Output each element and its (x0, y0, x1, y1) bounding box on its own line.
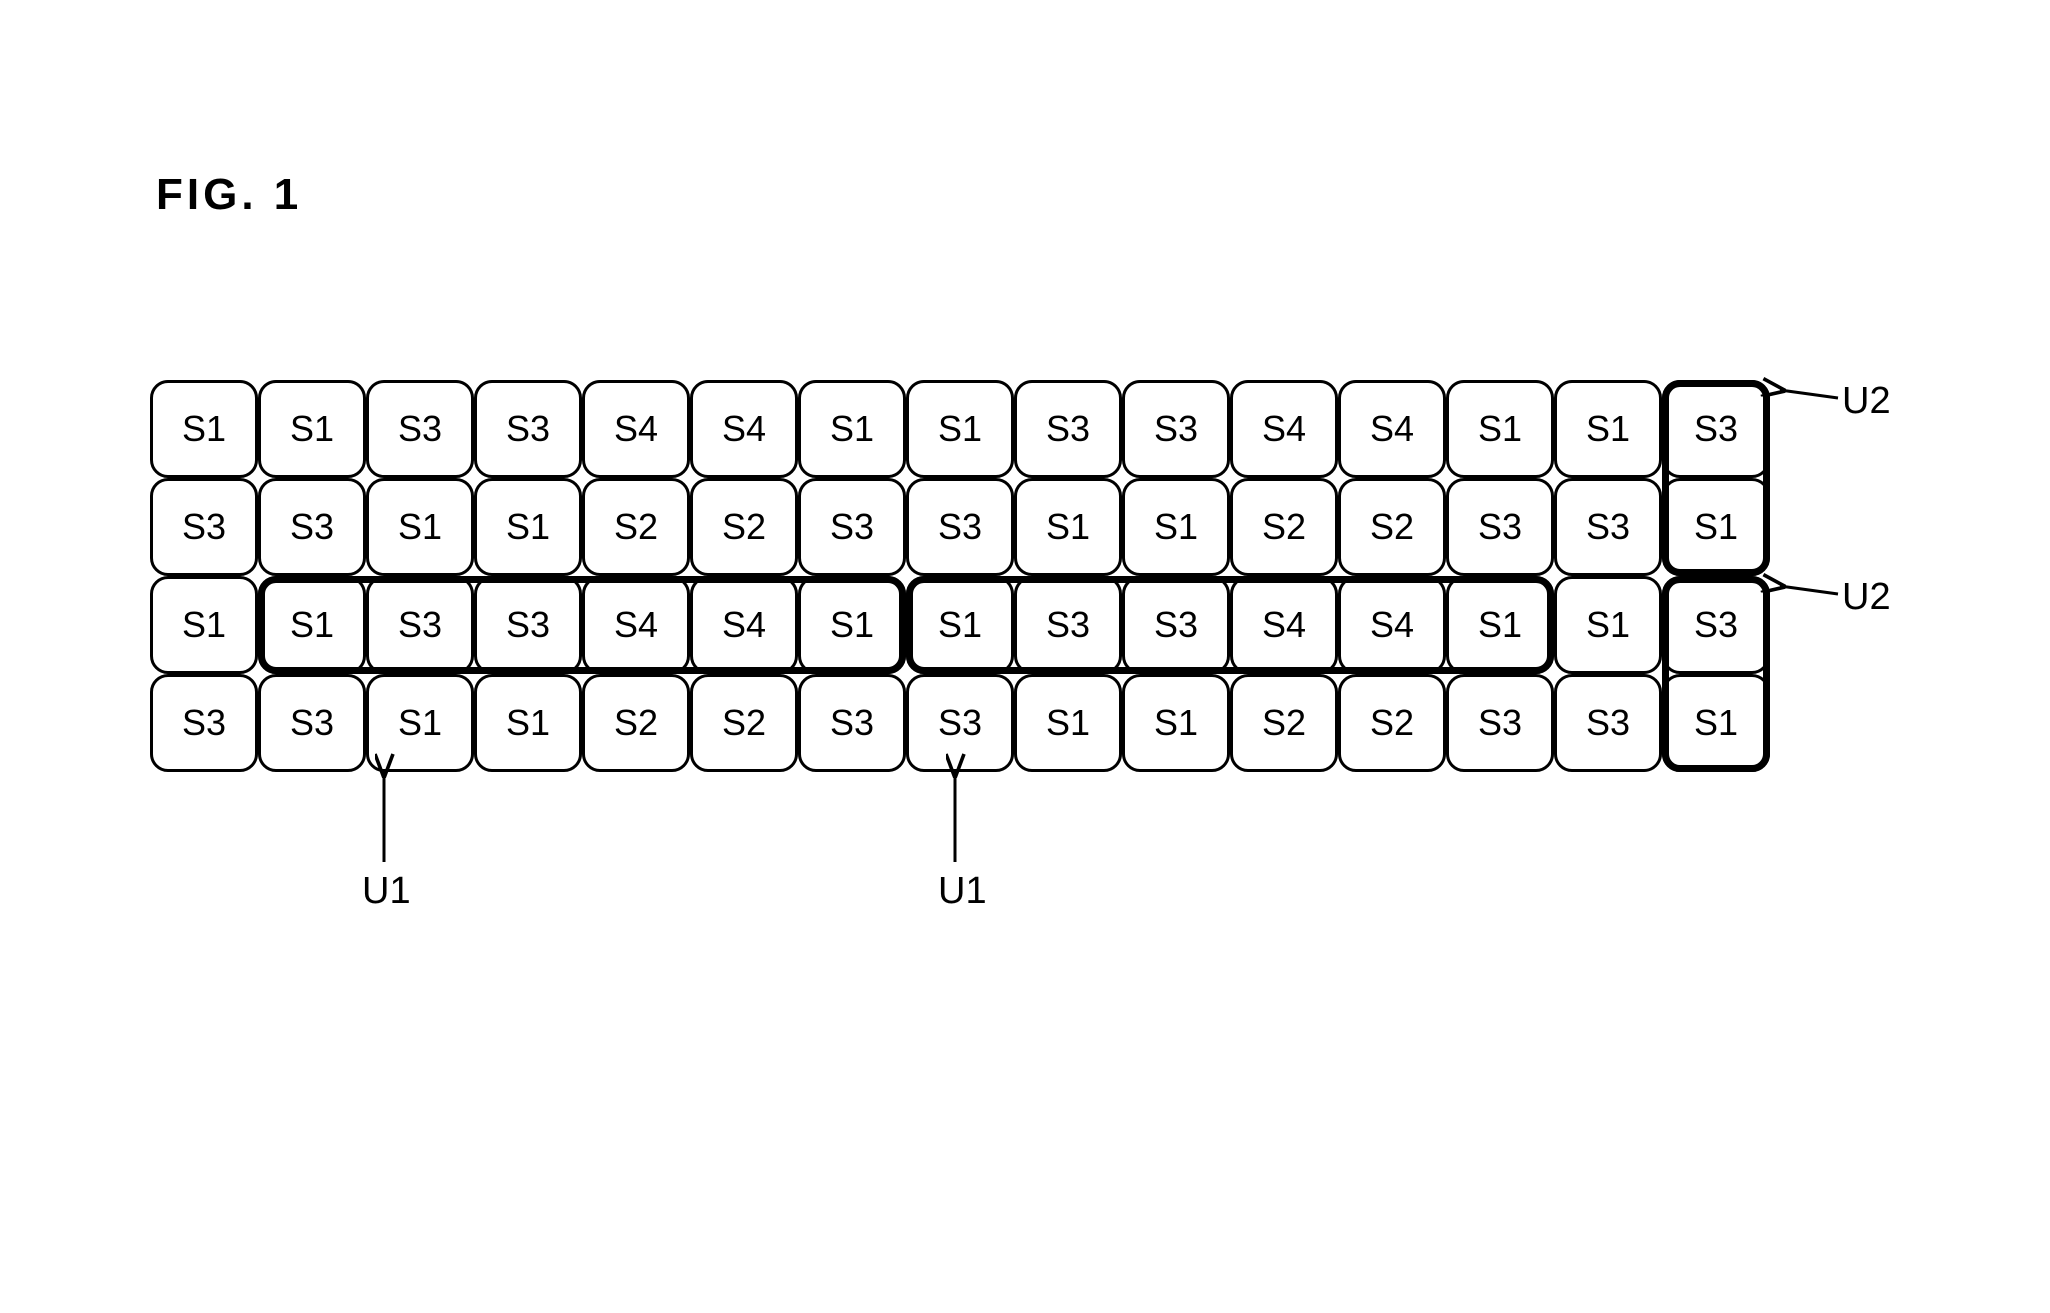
grid-cell: S1 (474, 674, 582, 772)
grid-cell: S1 (1446, 576, 1554, 674)
grid-cell: S3 (1662, 576, 1770, 674)
grid-cell: S1 (474, 478, 582, 576)
grid-cell: S1 (258, 576, 366, 674)
grid-cell: S1 (150, 380, 258, 478)
grid-cell: S1 (150, 576, 258, 674)
grid-cell: S1 (1014, 674, 1122, 772)
grid-cell: S2 (582, 478, 690, 576)
grid-cell: S1 (1122, 674, 1230, 772)
grid-cell: S2 (1338, 674, 1446, 772)
grid-cell: S3 (1122, 380, 1230, 478)
grid-cell: S1 (1122, 478, 1230, 576)
grid-cell: S3 (1014, 380, 1122, 478)
grid-cell: S2 (1338, 478, 1446, 576)
grid-cell: S2 (1230, 478, 1338, 576)
grid-cell: S3 (798, 674, 906, 772)
grid-cell: S3 (1014, 576, 1122, 674)
grid-cell: S3 (366, 576, 474, 674)
grid-cell: S3 (258, 478, 366, 576)
cell-grid: S1S1S3S3S4S4S1S1S3S3S4S4S1S1S3S3S3S1S1S2… (150, 380, 1770, 772)
grid-cell: S1 (1662, 478, 1770, 576)
grid-cell: S2 (690, 674, 798, 772)
grid-cell: S3 (798, 478, 906, 576)
annotation-label-U1-left-label: U1 (362, 870, 411, 913)
grid-cell: S3 (1446, 478, 1554, 576)
grid-cell: S3 (258, 674, 366, 772)
grid-cell: S3 (1554, 478, 1662, 576)
grid-cell: S1 (1446, 380, 1554, 478)
grid-cell: S1 (1554, 576, 1662, 674)
grid-cell: S1 (1554, 380, 1662, 478)
grid-cell: S3 (150, 478, 258, 576)
grid-cell: S3 (906, 674, 1014, 772)
grid-cell: S4 (690, 380, 798, 478)
annotation-label-U1-right-label: U1 (938, 870, 987, 913)
grid-cell: S4 (582, 576, 690, 674)
grid-cell: S1 (798, 576, 906, 674)
grid-cell: S1 (906, 576, 1014, 674)
annotation-label-U2-top-label: U2 (1842, 380, 1891, 423)
grid-cell: S3 (1662, 380, 1770, 478)
grid-cell: S1 (1014, 478, 1122, 576)
grid-cell: S2 (1230, 674, 1338, 772)
grid-cell: S2 (582, 674, 690, 772)
grid-cell: S4 (1230, 576, 1338, 674)
annotation-label-U2-bottom-label: U2 (1842, 576, 1891, 619)
figure-title: FIG. 1 (156, 170, 302, 220)
grid-cell: S1 (906, 380, 1014, 478)
grid-cell: S4 (1338, 576, 1446, 674)
grid-cell: S3 (474, 380, 582, 478)
grid-wrapper: S1S1S3S3S4S4S1S1S3S3S4S4S1S1S3S3S3S1S1S2… (150, 380, 1770, 772)
grid-cell: S3 (1122, 576, 1230, 674)
grid-cell: S3 (1554, 674, 1662, 772)
grid-cell: S1 (366, 674, 474, 772)
leader-line (1780, 390, 1838, 398)
grid-cell: S4 (582, 380, 690, 478)
grid-cell: S1 (258, 380, 366, 478)
grid-cell: S3 (1446, 674, 1554, 772)
grid-cell: S3 (474, 576, 582, 674)
leader-line (1780, 586, 1838, 594)
grid-cell: S1 (1662, 674, 1770, 772)
grid-cell: S3 (366, 380, 474, 478)
grid-cell: S4 (690, 576, 798, 674)
grid-cell: S2 (690, 478, 798, 576)
grid-cell: S3 (150, 674, 258, 772)
grid-cell: S1 (798, 380, 906, 478)
grid-cell: S4 (1338, 380, 1446, 478)
grid-cell: S3 (906, 478, 1014, 576)
grid-cell: S1 (366, 478, 474, 576)
grid-cell: S4 (1230, 380, 1338, 478)
